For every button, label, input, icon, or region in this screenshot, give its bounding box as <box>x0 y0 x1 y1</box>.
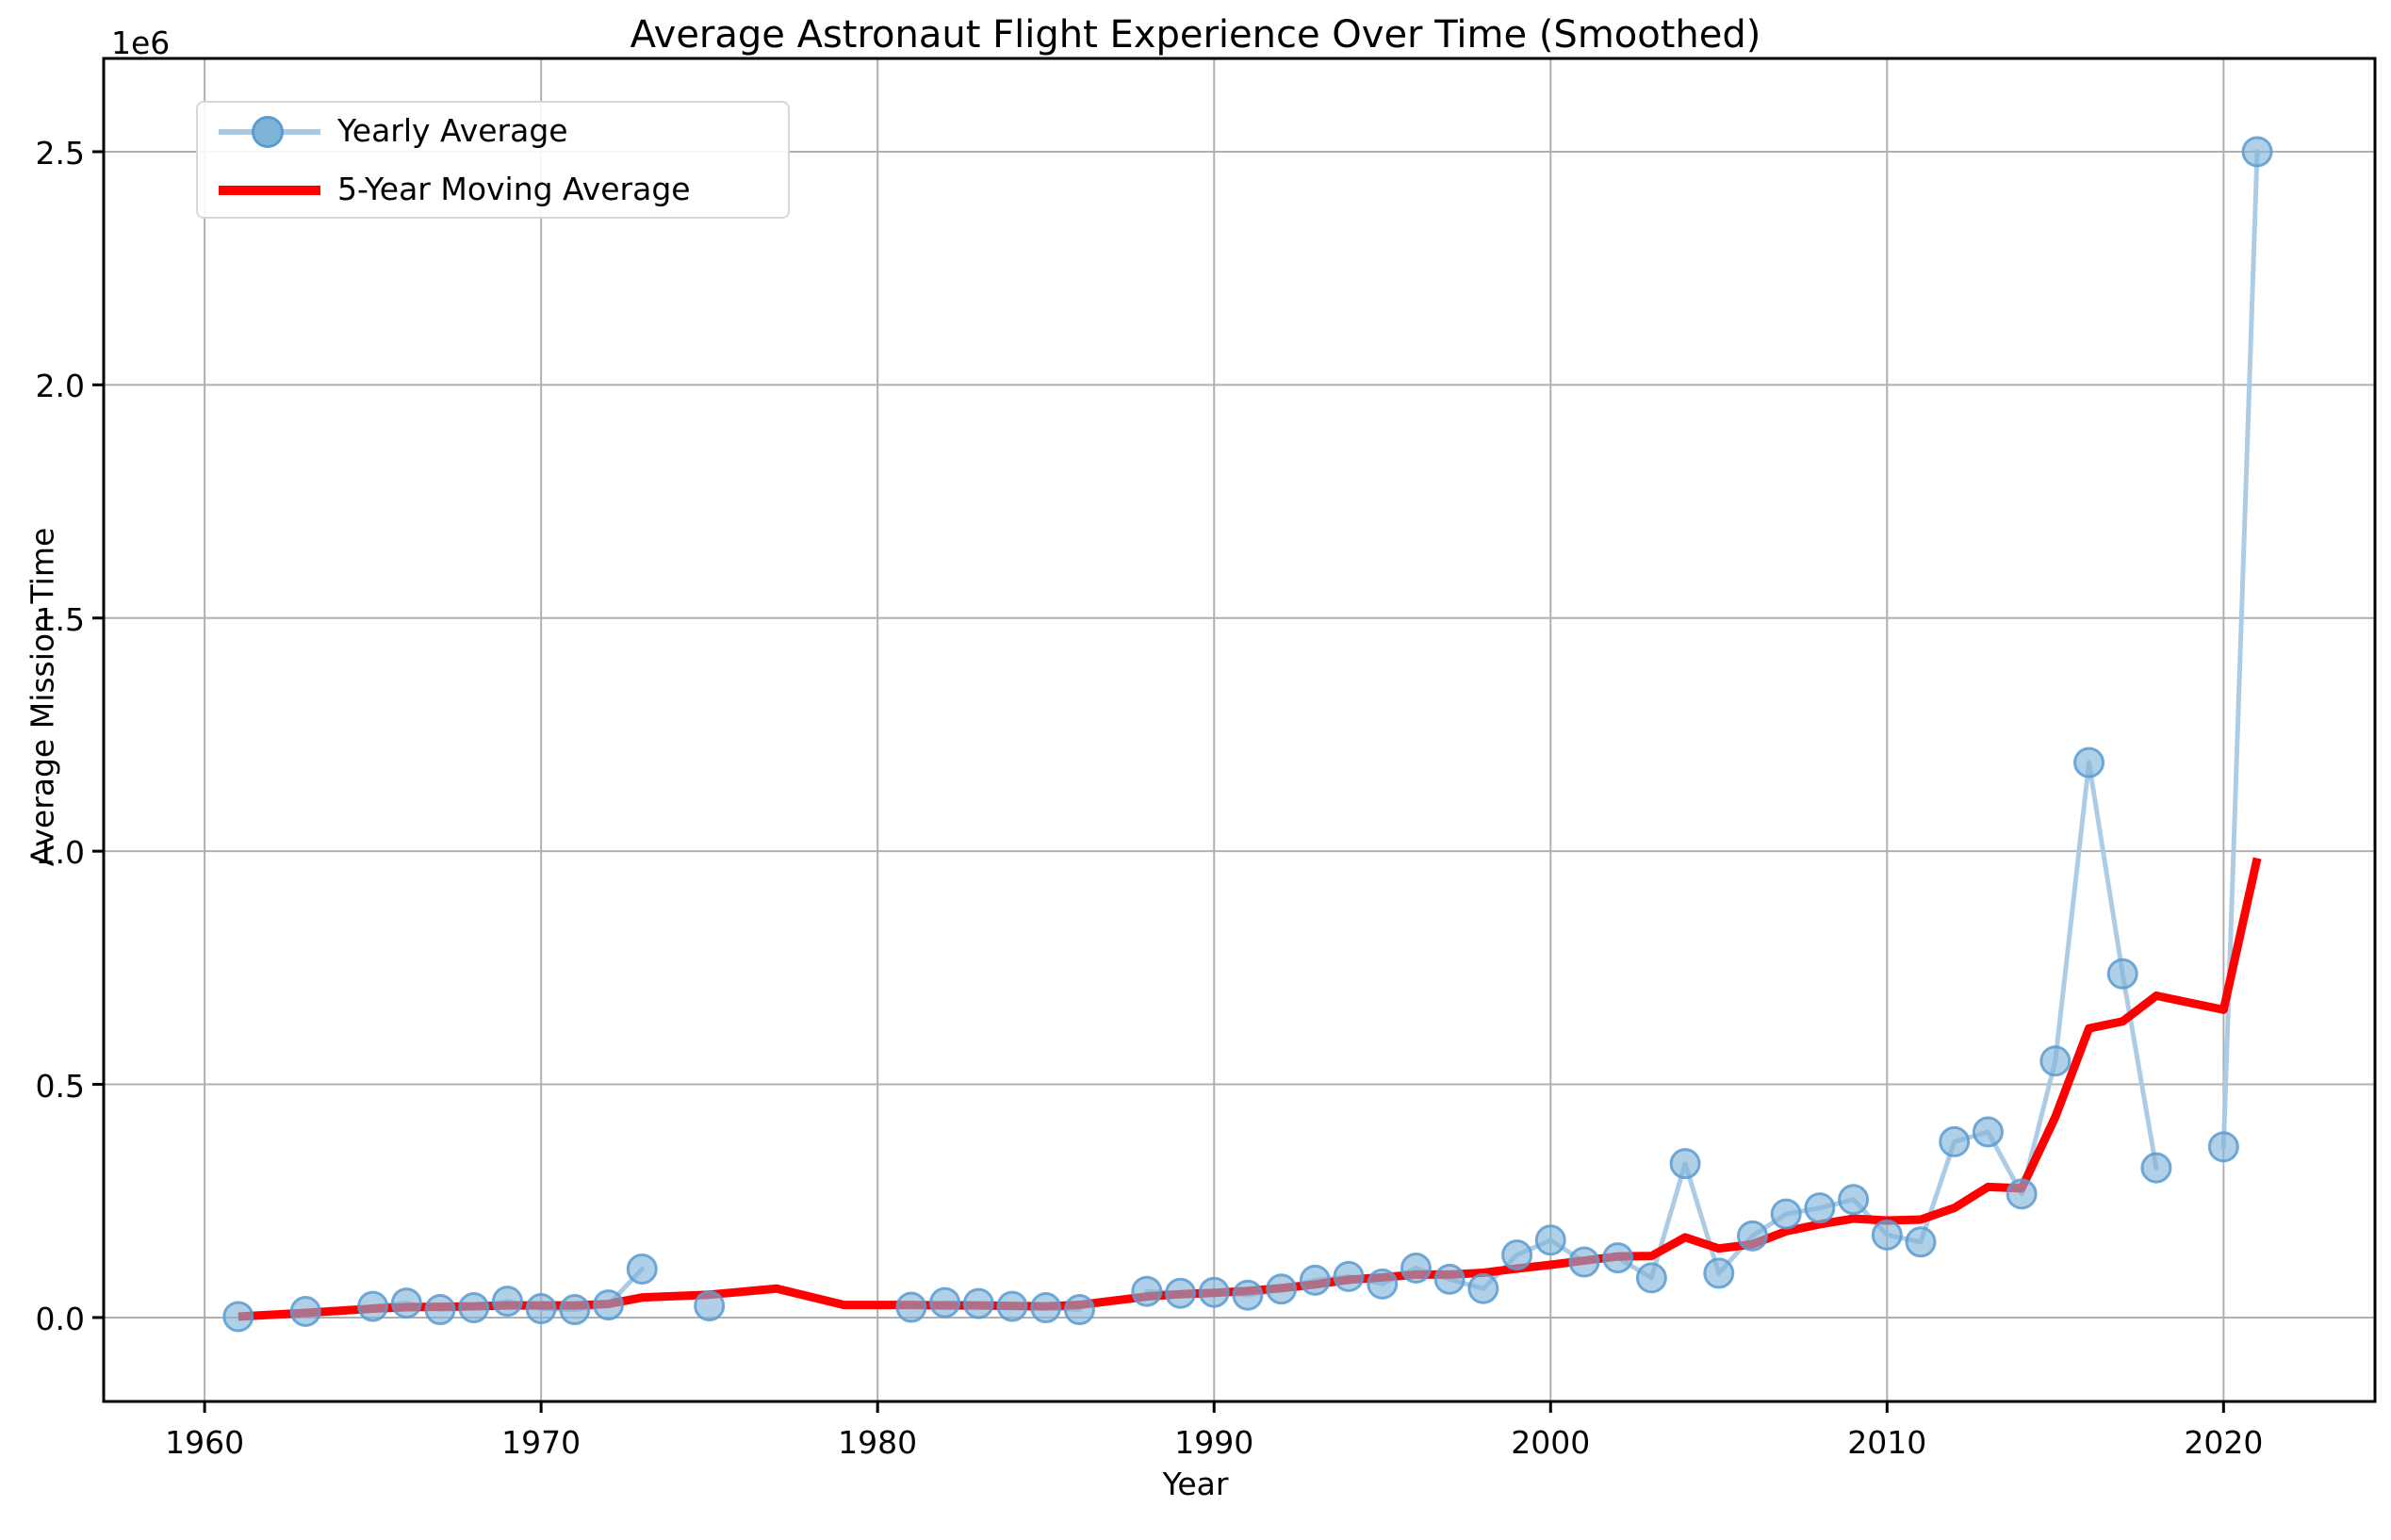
data-point-yearly-average <box>1939 1125 1971 1157</box>
data-point-yearly-average <box>2241 136 2273 168</box>
data-point-yearly-average <box>424 1294 456 1326</box>
data-point-yearly-average <box>458 1292 490 1324</box>
legend-label-moving: 5-Year Moving Average <box>337 171 691 207</box>
page-title: Average Astronaut Flight Experience Over… <box>630 13 1761 57</box>
data-point-yearly-average <box>1131 1275 1163 1307</box>
data-point-yearly-average <box>491 1286 523 1318</box>
data-point-yearly-average <box>929 1286 961 1319</box>
data-point-yearly-average <box>1063 1294 1095 1326</box>
y-tick-label: 1.0 <box>35 834 85 872</box>
y-tick-label: 1.5 <box>35 600 85 638</box>
gridlines <box>104 58 2375 1401</box>
data-point-yearly-average <box>1972 1116 2004 1148</box>
data-point-yearly-average <box>2106 958 2138 990</box>
data-point-yearly-average <box>1299 1264 1331 1296</box>
data-point-yearly-average <box>525 1293 557 1325</box>
data-point-yearly-average <box>2073 746 2105 778</box>
data-point-yearly-average <box>1165 1277 1197 1309</box>
data-point-yearly-average <box>1534 1224 1566 1256</box>
data-point-yearly-average <box>390 1287 422 1319</box>
x-tick-label: 1980 <box>838 1424 918 1461</box>
data-point-yearly-average <box>2140 1152 2172 1184</box>
y-axis-offset-text: 1e6 <box>111 25 171 61</box>
data-point-yearly-average <box>1467 1272 1499 1304</box>
data-point-yearly-average <box>1838 1184 1870 1216</box>
data-point-yearly-average <box>1635 1262 1667 1294</box>
x-tick-label: 2000 <box>1511 1424 1591 1461</box>
data-point-yearly-average <box>1871 1219 1903 1251</box>
data-point-yearly-average <box>1232 1279 1264 1311</box>
data-point-yearly-average <box>289 1296 321 1328</box>
data-point-yearly-average <box>1669 1148 1701 1180</box>
data-point-yearly-average <box>1703 1257 1735 1289</box>
y-tick-label: 0.5 <box>35 1067 85 1105</box>
data-point-yearly-average <box>1266 1273 1298 1305</box>
data-point-yearly-average <box>2006 1178 2038 1210</box>
data-point-yearly-average <box>694 1290 726 1322</box>
data-point-yearly-average <box>626 1253 658 1285</box>
legend-line-swatch-moving <box>219 186 320 195</box>
data-point-yearly-average <box>1400 1252 1432 1284</box>
data-point-yearly-average <box>895 1291 927 1323</box>
data-point-yearly-average <box>1198 1276 1230 1308</box>
data-point-yearly-average <box>559 1294 591 1326</box>
data-point-yearly-average <box>1433 1263 1466 1295</box>
x-tick-label: 1970 <box>501 1424 581 1461</box>
data-point-yearly-average <box>996 1290 1028 1322</box>
x-tick-label: 1990 <box>1174 1424 1254 1461</box>
y-tick-label: 2.0 <box>35 368 85 405</box>
data-series <box>222 136 2273 1333</box>
data-point-yearly-average <box>593 1289 625 1321</box>
data-point-yearly-average <box>1568 1246 1600 1278</box>
data-point-yearly-average <box>2039 1045 2072 1077</box>
data-point-yearly-average <box>1602 1242 1634 1274</box>
data-point-yearly-average <box>357 1290 389 1322</box>
data-point-yearly-average <box>1367 1268 1399 1300</box>
data-point-yearly-average <box>1030 1292 1062 1324</box>
data-point-yearly-average <box>1804 1192 1836 1224</box>
data-point-yearly-average <box>222 1301 254 1333</box>
x-tick-label: 2020 <box>2184 1424 2264 1461</box>
data-point-yearly-average <box>1736 1220 1768 1252</box>
y-tick-label: 2.5 <box>35 134 85 172</box>
data-point-yearly-average <box>1333 1260 1365 1292</box>
data-point-yearly-average <box>1770 1198 1802 1230</box>
data-point-yearly-average <box>962 1287 994 1319</box>
chart-legend[interactable]: Yearly Average 5-Year Moving Average <box>196 101 790 219</box>
legend-marker-circle-yearly <box>252 116 284 148</box>
data-point-yearly-average <box>2207 1131 2239 1163</box>
x-axis-label: Year <box>1162 1466 1229 1502</box>
axes-frame <box>102 57 2377 1403</box>
x-tick-label: 1960 <box>165 1424 245 1461</box>
legend-entry-moving-average[interactable]: 5-Year Moving Average <box>198 161 788 220</box>
data-point-yearly-average <box>1501 1239 1533 1271</box>
series-line-yearly-average <box>1144 760 2159 1298</box>
axes-spines <box>102 57 2377 1403</box>
data-point-yearly-average <box>1905 1226 1937 1258</box>
legend-label-yearly: Yearly Average <box>337 112 568 149</box>
axis-ticks <box>92 150 2225 1413</box>
x-tick-label: 2010 <box>1847 1424 1927 1461</box>
y-tick-label: 0.0 <box>35 1300 85 1337</box>
legend-entry-yearly-average[interactable]: Yearly Average <box>198 103 788 161</box>
